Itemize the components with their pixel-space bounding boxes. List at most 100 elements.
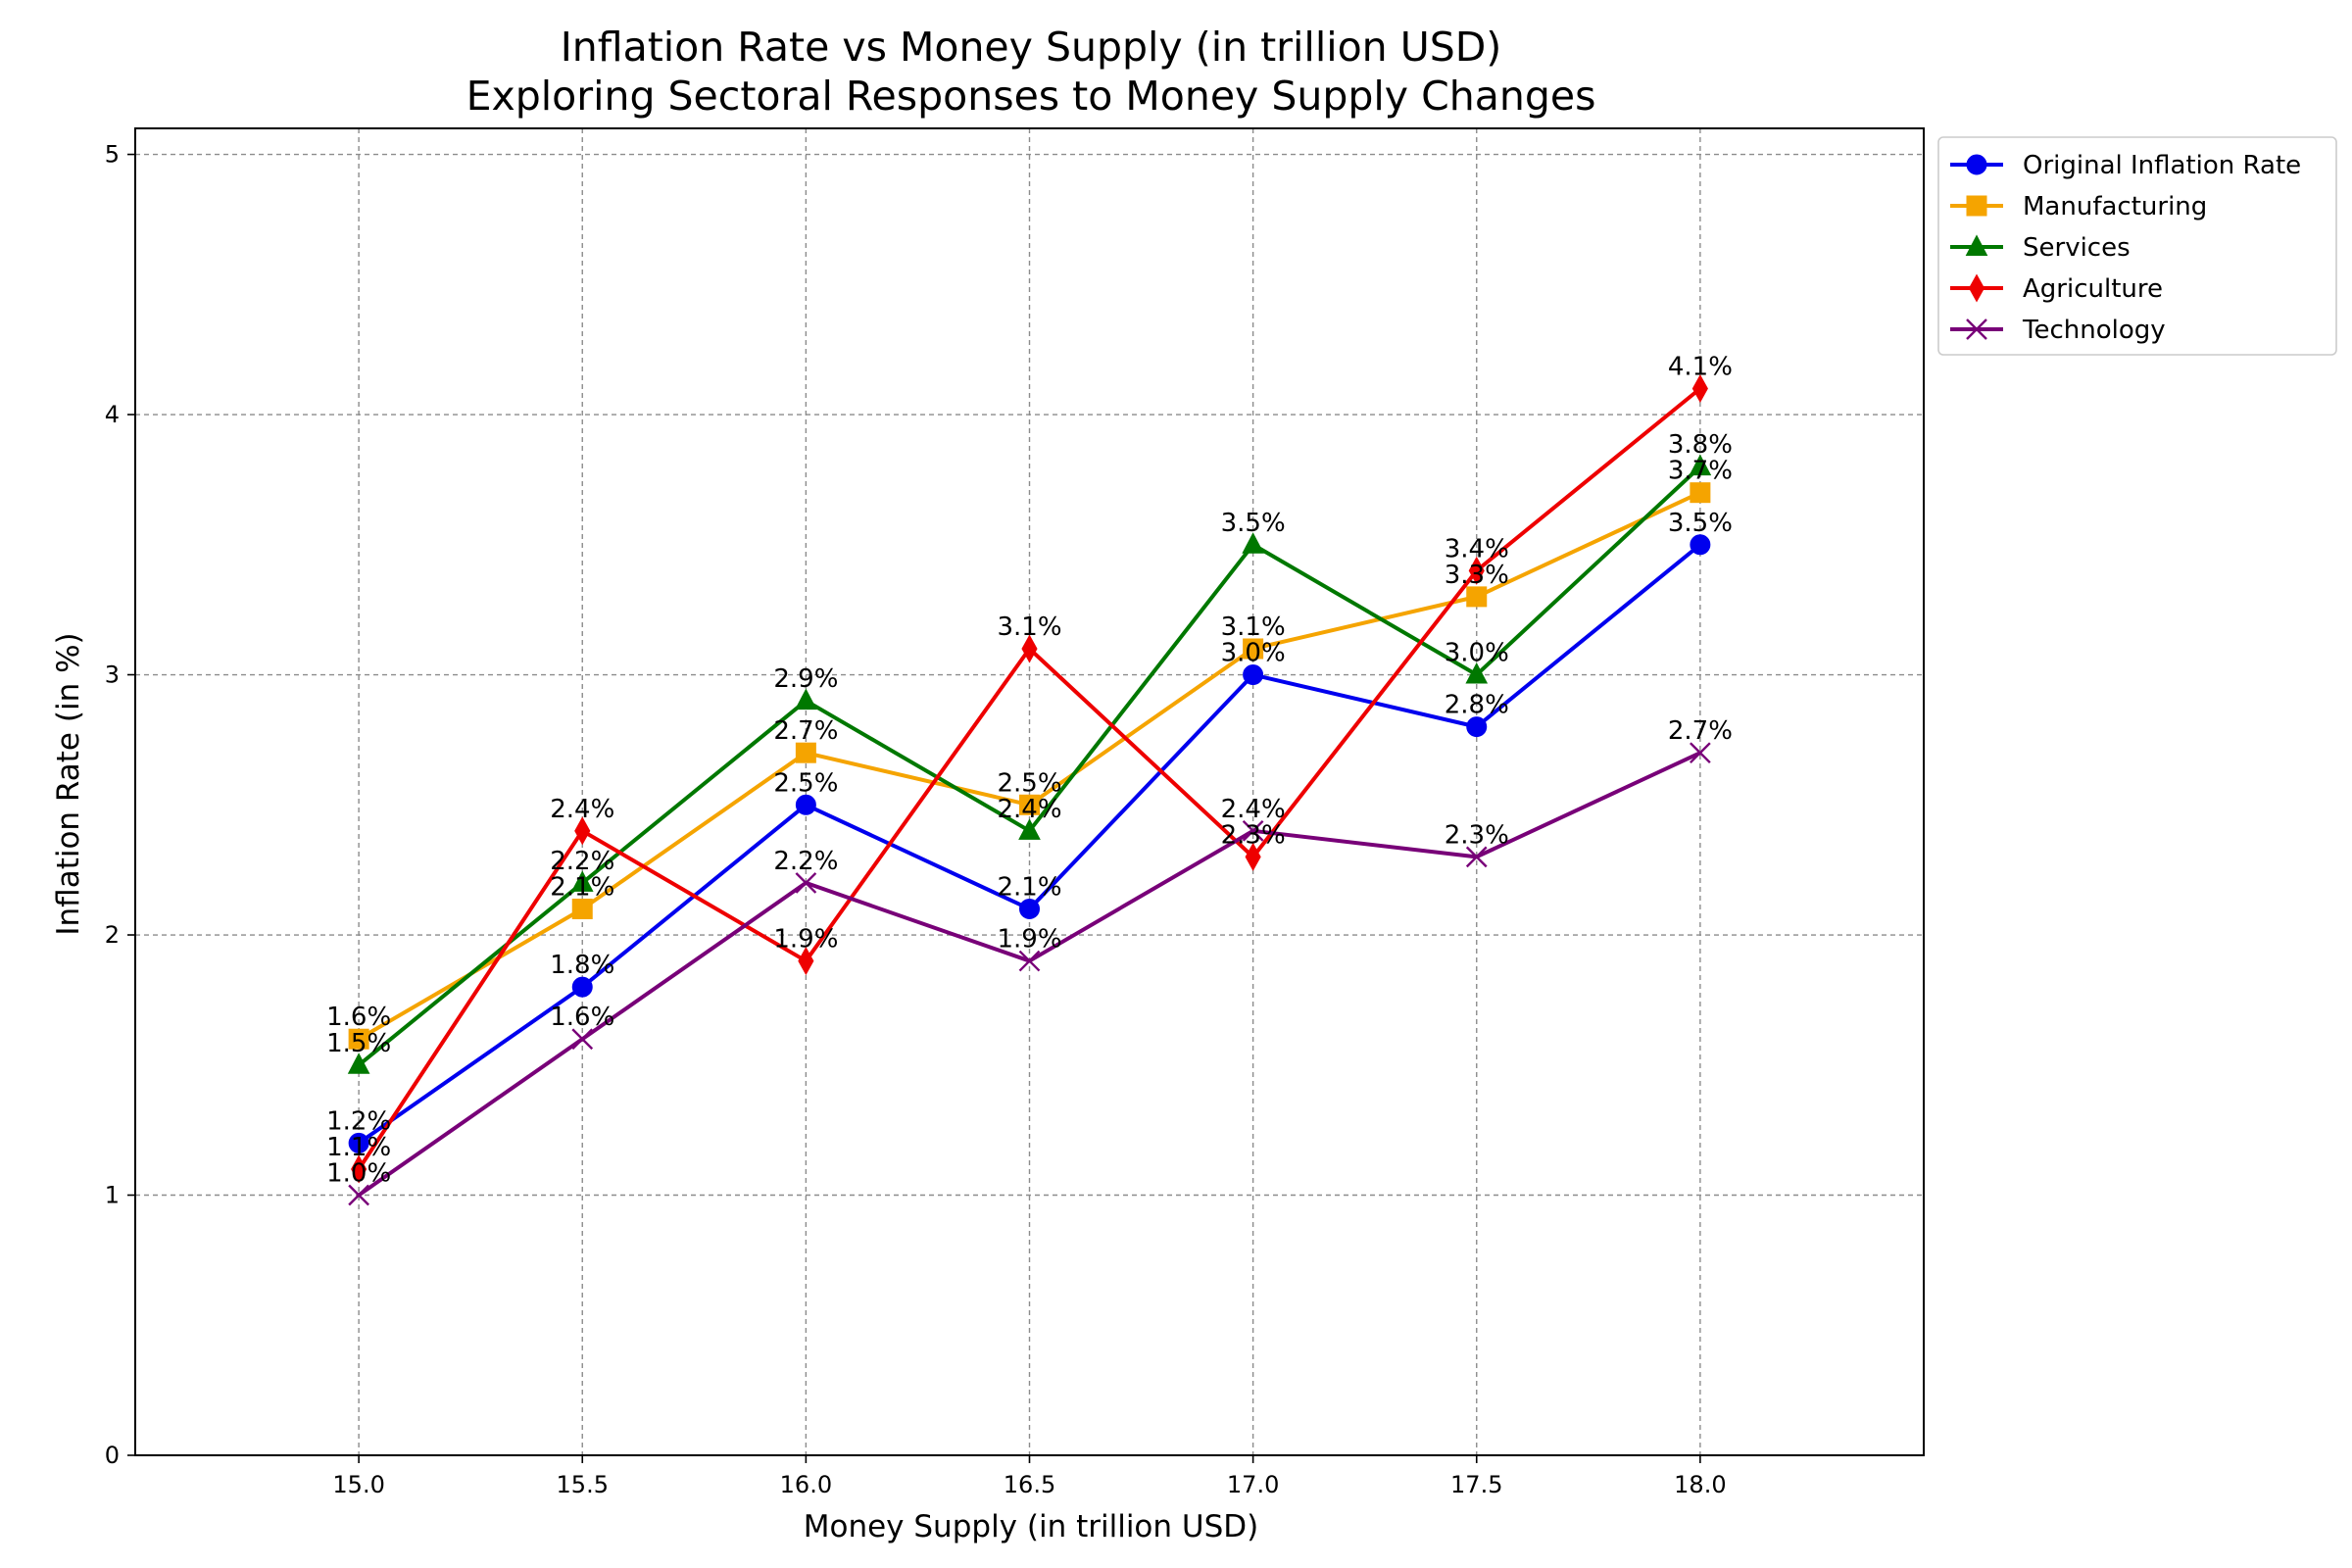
data-point-agriculture — [798, 947, 814, 976]
data-point-original-inflation-rate — [348, 1132, 369, 1153]
data-label-original-inflation-rate: 1.8% — [550, 951, 614, 980]
data-label-original-inflation-rate: 2.8% — [1445, 691, 1509, 720]
data-point-services — [347, 1053, 370, 1074]
legend-marker — [1966, 195, 1987, 217]
legend-label: Technology — [2022, 316, 2166, 345]
data-point-original-inflation-rate — [1243, 664, 1264, 686]
chart-title: Inflation Rate vs Money Supply (in trill… — [561, 24, 1502, 71]
data-label-manufacturing: 1.6% — [326, 1003, 391, 1032]
legend-item-services: Services — [1950, 233, 2131, 263]
data-point-manufacturing — [571, 898, 593, 919]
data-point-manufacturing — [795, 742, 816, 763]
legend-item-original-inflation-rate: Original Inflation Rate — [1950, 151, 2301, 180]
data-label-manufacturing: 2.1% — [550, 872, 614, 902]
series-lines — [347, 373, 1712, 1206]
data-point-agriculture — [1691, 373, 1708, 404]
x-tick-label: 16.5 — [1004, 1471, 1055, 1498]
data-label-agriculture: 1.1% — [326, 1133, 391, 1162]
data-point-manufacturing — [348, 1028, 369, 1050]
data-label-agriculture: 1.9% — [773, 925, 838, 955]
data-label-technology: 1.9% — [997, 925, 1061, 955]
legend-item-technology: Technology — [1950, 316, 2166, 345]
data-label-services: 1.5% — [326, 1029, 391, 1058]
x-tick-label: 16.0 — [780, 1471, 832, 1498]
y-axis-label: Inflation Rate (in %) — [51, 632, 86, 935]
data-label-services: 2.4% — [997, 795, 1061, 824]
legend-marker — [1966, 154, 1987, 175]
data-label-services: 3.0% — [1445, 639, 1509, 668]
data-label-technology: 2.4% — [1221, 795, 1286, 824]
y-tick-label: 4 — [105, 401, 120, 428]
data-point-services — [1689, 454, 1712, 476]
x-tick-label: 18.0 — [1674, 1471, 1726, 1498]
data-label-technology: 1.6% — [550, 1003, 614, 1032]
x-tick-label: 15.5 — [557, 1471, 609, 1498]
data-point-original-inflation-rate — [1690, 534, 1711, 556]
data-point-technology — [1690, 742, 1711, 764]
y-tick-label: 2 — [105, 921, 120, 949]
x-tick-label: 15.0 — [332, 1471, 384, 1498]
data-label-services: 2.9% — [773, 664, 838, 694]
data-label-technology: 2.2% — [773, 847, 838, 876]
data-point-technology — [1018, 950, 1041, 972]
data-label-manufacturing: 3.7% — [1668, 457, 1733, 486]
data-point-agriculture — [1021, 634, 1038, 663]
legend-label: Manufacturing — [2023, 192, 2207, 221]
grid-lines — [135, 128, 1924, 1455]
legend-marker — [1968, 273, 1985, 303]
legend-label: Services — [2023, 233, 2131, 263]
data-labels: 1.2% 1.8% 2.5% 2.1% 3.0% 2.8% 3.5% 1.6% 2.1% 2.7%… — [326, 352, 1733, 1188]
data-point-agriculture — [1245, 842, 1261, 871]
data-label-agriculture: 4.1% — [1668, 352, 1733, 381]
y-tick-label: 1 — [105, 1182, 120, 1209]
data-point-manufacturing — [1690, 482, 1711, 504]
data-label-original-inflation-rate: 3.5% — [1668, 509, 1733, 538]
data-point-services — [1242, 532, 1264, 554]
data-label-manufacturing: 3.3% — [1445, 561, 1509, 590]
y-tick-label: 0 — [105, 1442, 120, 1469]
data-point-services — [570, 870, 594, 892]
data-point-services — [795, 688, 817, 710]
data-label-agriculture: 2.4% — [550, 795, 614, 824]
x-axis-label: Money Supply (in trillion USD) — [804, 1509, 1259, 1544]
data-point-original-inflation-rate — [795, 794, 816, 815]
data-label-technology: 2.7% — [1668, 716, 1733, 746]
y-tick-label: 5 — [105, 141, 120, 169]
data-point-manufacturing — [1243, 638, 1264, 660]
data-label-agriculture: 3.4% — [1445, 534, 1509, 564]
data-point-agriculture — [1468, 556, 1485, 585]
axes: 15.0 15.5 16.0 16.5 17.0 17.5 18.0 0 1 2 3 4 5 — [105, 127, 1925, 1498]
data-point-agriculture — [574, 816, 591, 846]
legend-box — [1937, 136, 2337, 356]
x-tick-label: 17.0 — [1227, 1471, 1279, 1498]
legend-item-manufacturing: Manufacturing — [1950, 192, 2207, 221]
data-point-original-inflation-rate — [571, 976, 593, 998]
data-label-agriculture: 2.3% — [1221, 820, 1286, 850]
data-point-services — [1018, 818, 1041, 840]
data-label-services: 3.5% — [1221, 509, 1286, 538]
data-label-technology: 1.0% — [326, 1159, 391, 1189]
data-label-original-inflation-rate: 2.1% — [997, 872, 1061, 902]
data-label-services: 2.2% — [550, 847, 614, 876]
legend-item-agriculture: Agriculture — [1950, 273, 2163, 304]
chart-subtitle: Exploring Sectoral Responses to Money Su… — [466, 73, 1596, 120]
data-point-manufacturing — [1019, 794, 1040, 815]
data-label-manufacturing: 2.5% — [997, 768, 1061, 798]
legend-label: Agriculture — [2023, 274, 2163, 304]
data-label-services: 3.8% — [1668, 430, 1733, 460]
data-point-agriculture — [351, 1154, 368, 1184]
legend: Original Inflation Rate Manufacturing Serv… — [1937, 136, 2337, 356]
data-point-technology — [1242, 819, 1264, 842]
data-label-technology: 2.3% — [1445, 820, 1509, 850]
y-tick-label: 3 — [105, 662, 120, 689]
legend-marker — [1965, 234, 1988, 256]
data-label-manufacturing: 3.1% — [1221, 612, 1286, 642]
data-label-original-inflation-rate: 3.0% — [1221, 639, 1286, 668]
data-label-original-inflation-rate: 1.2% — [326, 1106, 391, 1136]
data-label-original-inflation-rate: 2.5% — [773, 768, 838, 798]
data-label-agriculture: 3.1% — [997, 612, 1061, 642]
data-point-original-inflation-rate — [1019, 898, 1040, 919]
data-point-services — [1465, 662, 1489, 684]
data-label-manufacturing: 2.7% — [773, 716, 838, 746]
